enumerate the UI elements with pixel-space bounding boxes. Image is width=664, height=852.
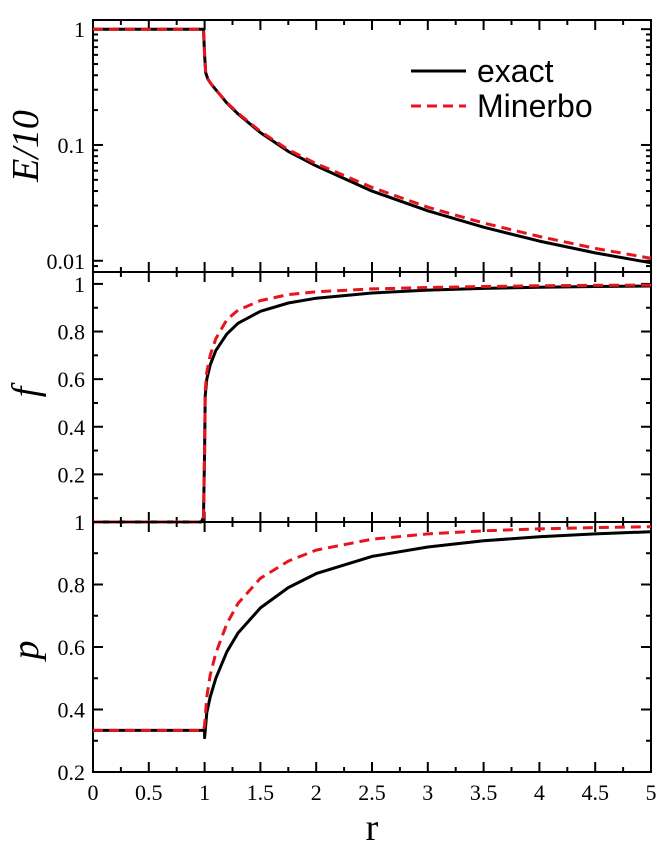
series-exact-E (93, 27, 652, 265)
x-tick-label: 4 (534, 780, 545, 805)
panel-frame-E (92, 19, 652, 273)
series-exact-f (93, 284, 652, 524)
y-tick-label-E: 1 (74, 17, 85, 42)
y-axis-label-E: E/10 (5, 110, 47, 183)
y-tick-label-f: 0.6 (58, 367, 86, 392)
y-axis-label-f: f (5, 382, 47, 397)
series-minerbo-f (93, 283, 652, 524)
x-tick-label: 3 (422, 780, 433, 805)
x-tick-labels: 0 0.5 1 1.5 2 2.5 3 3.5 4 4.5 5 (88, 780, 657, 805)
panels: 0.01 0.1 1 E/10 0.2 0.4 0.6 0.8 1 f 0.2 0.4 0.6 0.8 1 p (5, 17, 652, 785)
x-tick-label: 1.5 (247, 780, 275, 805)
y-tick-label-E: 0.01 (47, 249, 86, 274)
y-tick-label-f: 0.8 (58, 320, 86, 345)
y-tick-label-p: 0.4 (58, 698, 86, 723)
y-tick-label-p: 0.8 (58, 573, 86, 598)
x-axis-label: r (366, 807, 379, 849)
series-minerbo-E (93, 27, 652, 260)
panel-frame-p (92, 521, 652, 773)
x-tick-label: 1 (199, 780, 210, 805)
y-axis-label-p: p (5, 641, 47, 663)
y-tick-label-f: 0.4 (58, 415, 86, 440)
x-tick-label: 2 (311, 780, 322, 805)
panel-frame-f (92, 271, 652, 523)
y-tick-label-p: 0.6 (58, 635, 86, 660)
legend-label-exact: exact (477, 53, 554, 89)
x-tick-label: 0.5 (135, 780, 163, 805)
panel-E: 0.01 0.1 1 E/10 (5, 17, 652, 274)
series-exact-p (93, 530, 652, 740)
legend-label-minerbo: Minerbo (477, 88, 593, 124)
y-tick-label-p: 0.2 (58, 760, 86, 785)
x-tick-label: 4.5 (581, 780, 609, 805)
panel-p: 0.2 0.4 0.6 0.8 1 p (5, 510, 652, 785)
y-tick-label-f: 0.2 (58, 462, 86, 487)
x-tick-label: 3.5 (470, 780, 498, 805)
y-tick-label-p: 1 (74, 510, 85, 535)
y-tick-label-E: 0.1 (58, 133, 86, 158)
panel-f: 0.2 0.4 0.6 0.8 1 f (5, 271, 652, 524)
x-tick-label: 2.5 (358, 780, 386, 805)
legend: exact Minerbo (411, 53, 593, 124)
series-minerbo-p (93, 525, 652, 732)
y-tick-label-f: 1 (74, 272, 85, 297)
x-tick-label: 0 (88, 780, 99, 805)
x-tick-label: 5 (646, 780, 657, 805)
